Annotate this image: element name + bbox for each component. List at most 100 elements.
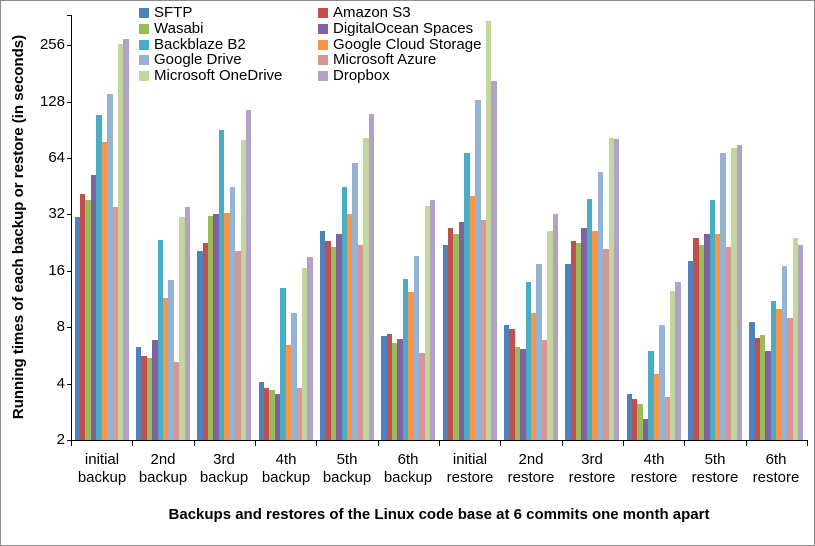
x-tick-10 bbox=[684, 441, 685, 446]
bar-amazon-s3-3rd-backup bbox=[202, 243, 209, 440]
bar-google-cloud-storage-initial-backup bbox=[101, 141, 108, 440]
bar-digitalocean-spaces-3rd-backup bbox=[213, 214, 219, 440]
bar-digitalocean-spaces-4th-restore bbox=[642, 418, 649, 440]
legend-item-digitalocean-spaces: DigitalOcean Spaces bbox=[318, 19, 488, 37]
x-tick-5 bbox=[378, 441, 379, 446]
bar-microsoft-onedrive-6th-backup bbox=[424, 205, 431, 440]
bar-microsoft-onedrive-initial-backup bbox=[117, 43, 124, 440]
legend-swatch-google-drive bbox=[139, 55, 149, 66]
bar-google-drive-6th-backup bbox=[413, 255, 420, 440]
bar-sftp-5th-backup bbox=[319, 231, 326, 440]
y-tick-4 bbox=[67, 384, 71, 385]
bar-amazon-s3-6th-restore bbox=[754, 338, 761, 440]
x-category-label-2nd-restore: 2nd restore bbox=[507, 451, 555, 486]
y-tick-64 bbox=[67, 158, 71, 159]
legend-item-microsoft-onedrive: Microsoft OneDrive bbox=[139, 67, 309, 85]
bar-backblaze-b2-5th-backup bbox=[341, 186, 347, 440]
y-tick-label-2: 2 bbox=[56, 431, 65, 448]
bar-google-drive-2nd-restore bbox=[536, 263, 542, 440]
bar-amazon-s3-2nd-backup bbox=[141, 356, 147, 440]
bar-microsoft-azure-initial-restore bbox=[480, 219, 486, 440]
bar-backblaze-b2-2nd-backup bbox=[157, 239, 163, 440]
y-tick-label-4: 4 bbox=[56, 375, 65, 392]
y-tick-8 bbox=[67, 327, 71, 328]
bar-dropbox-5th-restore bbox=[736, 145, 743, 440]
bar-wasabi-6th-backup bbox=[392, 342, 398, 440]
x-tick-1 bbox=[132, 441, 133, 446]
bar-microsoft-azure-3rd-backup bbox=[235, 250, 241, 440]
legend-swatch-sftp bbox=[139, 8, 149, 18]
bar-digitalocean-spaces-2nd-restore bbox=[520, 349, 526, 440]
bar-microsoft-azure-3rd-restore bbox=[603, 248, 609, 440]
bar-dropbox-4th-backup bbox=[307, 256, 313, 440]
bar-google-drive-initial-backup bbox=[107, 94, 113, 440]
bar-microsoft-azure-6th-restore bbox=[787, 317, 793, 440]
x-category-label-3rd-backup: 3rd backup bbox=[199, 451, 249, 486]
bar-microsoft-azure-2nd-restore bbox=[541, 340, 548, 440]
bar-backblaze-b2-initial-backup bbox=[96, 115, 102, 440]
legend-label-microsoft-onedrive: Microsoft OneDrive bbox=[154, 67, 283, 85]
x-tick-6 bbox=[439, 441, 440, 446]
x-tick-4 bbox=[316, 441, 317, 446]
x-category-label-5th-backup: 5th backup bbox=[322, 451, 372, 486]
x-tick-7 bbox=[500, 441, 501, 446]
bar-microsoft-azure-4th-backup bbox=[296, 387, 302, 440]
bar-microsoft-onedrive-initial-restore bbox=[485, 20, 492, 440]
bar-google-drive-4th-restore bbox=[659, 325, 665, 440]
bar-wasabi-6th-restore bbox=[760, 334, 766, 440]
x-category-label-6th-restore: 6th restore bbox=[752, 451, 800, 486]
y-tick-16 bbox=[67, 271, 71, 272]
y-tick-label-32: 32 bbox=[48, 205, 65, 222]
bar-sftp-4th-backup bbox=[258, 381, 264, 440]
x-tick-8 bbox=[562, 441, 563, 446]
bar-microsoft-onedrive-4th-backup bbox=[301, 268, 308, 440]
x-category-label-4th-restore: 4th restore bbox=[630, 451, 678, 486]
bar-digitalocean-spaces-4th-backup bbox=[274, 394, 281, 440]
bar-wasabi-initial-restore bbox=[453, 234, 459, 440]
legend-swatch-digitalocean-spaces bbox=[318, 23, 328, 34]
legend-swatch-google-cloud-storage bbox=[318, 39, 328, 50]
bar-google-drive-3rd-backup bbox=[229, 186, 236, 440]
bar-wasabi-3rd-restore bbox=[576, 243, 582, 440]
legend-item-dropbox: Dropbox bbox=[318, 67, 488, 85]
legend-swatch-backblaze-b2 bbox=[139, 39, 149, 50]
bar-digitalocean-spaces-6th-backup bbox=[397, 339, 403, 440]
bar-dropbox-4th-restore bbox=[675, 281, 681, 440]
legend-item-microsoft-azure: Microsoft Azure bbox=[318, 52, 488, 68]
legend-label-digitalocean-spaces: DigitalOcean Spaces bbox=[333, 19, 474, 37]
x-tick-11 bbox=[746, 441, 747, 446]
legend-label-dropbox: Dropbox bbox=[333, 67, 390, 85]
legend-label-backblaze-b2: Backblaze B2 bbox=[154, 35, 246, 53]
legend-swatch-microsoft-azure bbox=[318, 55, 328, 66]
bar-microsoft-onedrive-6th-restore bbox=[792, 237, 799, 440]
bar-microsoft-onedrive-5th-backup bbox=[363, 137, 369, 440]
bar-google-drive-4th-backup bbox=[291, 313, 297, 440]
legend-label-amazon-s3: Amazon S3 bbox=[333, 4, 411, 21]
bar-backblaze-b2-6th-backup bbox=[402, 278, 409, 440]
bar-google-cloud-storage-6th-backup bbox=[408, 292, 414, 440]
y-tick-label-256: 256 bbox=[39, 36, 65, 53]
bar-microsoft-azure-6th-backup bbox=[419, 353, 425, 440]
bar-wasabi-4th-backup bbox=[269, 389, 275, 440]
bar-wasabi-5th-backup bbox=[330, 246, 337, 440]
bar-dropbox-2nd-backup bbox=[184, 207, 191, 440]
bar-google-drive-5th-restore bbox=[720, 153, 726, 440]
bar-digitalocean-spaces-3rd-restore bbox=[581, 228, 587, 440]
bar-google-cloud-storage-2nd-restore bbox=[531, 313, 537, 440]
x-category-label-5th-restore: 5th restore bbox=[691, 451, 739, 486]
bar-google-drive-6th-restore bbox=[781, 265, 788, 440]
bar-google-cloud-storage-4th-backup bbox=[285, 345, 292, 440]
x-category-label-initial-restore: initial restore bbox=[446, 451, 494, 486]
x-tick-9 bbox=[623, 441, 624, 446]
bar-digitalocean-spaces-initial-backup bbox=[90, 174, 97, 440]
legend-item-backblaze-b2: Backblaze B2 bbox=[139, 35, 309, 53]
legend: SFTP Amazon S3 Wasabi DigitalOcean Spaces Ba… bbox=[1, 1, 814, 101]
bar-digitalocean-spaces-5th-backup bbox=[336, 234, 342, 440]
legend-label-google-drive: Google Drive bbox=[154, 51, 242, 69]
bar-amazon-s3-3rd-restore bbox=[570, 241, 577, 440]
legend-swatch-amazon-s3 bbox=[318, 8, 328, 18]
bar-microsoft-onedrive-5th-restore bbox=[731, 148, 737, 440]
y-tick-label-128: 128 bbox=[39, 93, 65, 110]
bar-amazon-s3-initial-backup bbox=[79, 194, 86, 440]
